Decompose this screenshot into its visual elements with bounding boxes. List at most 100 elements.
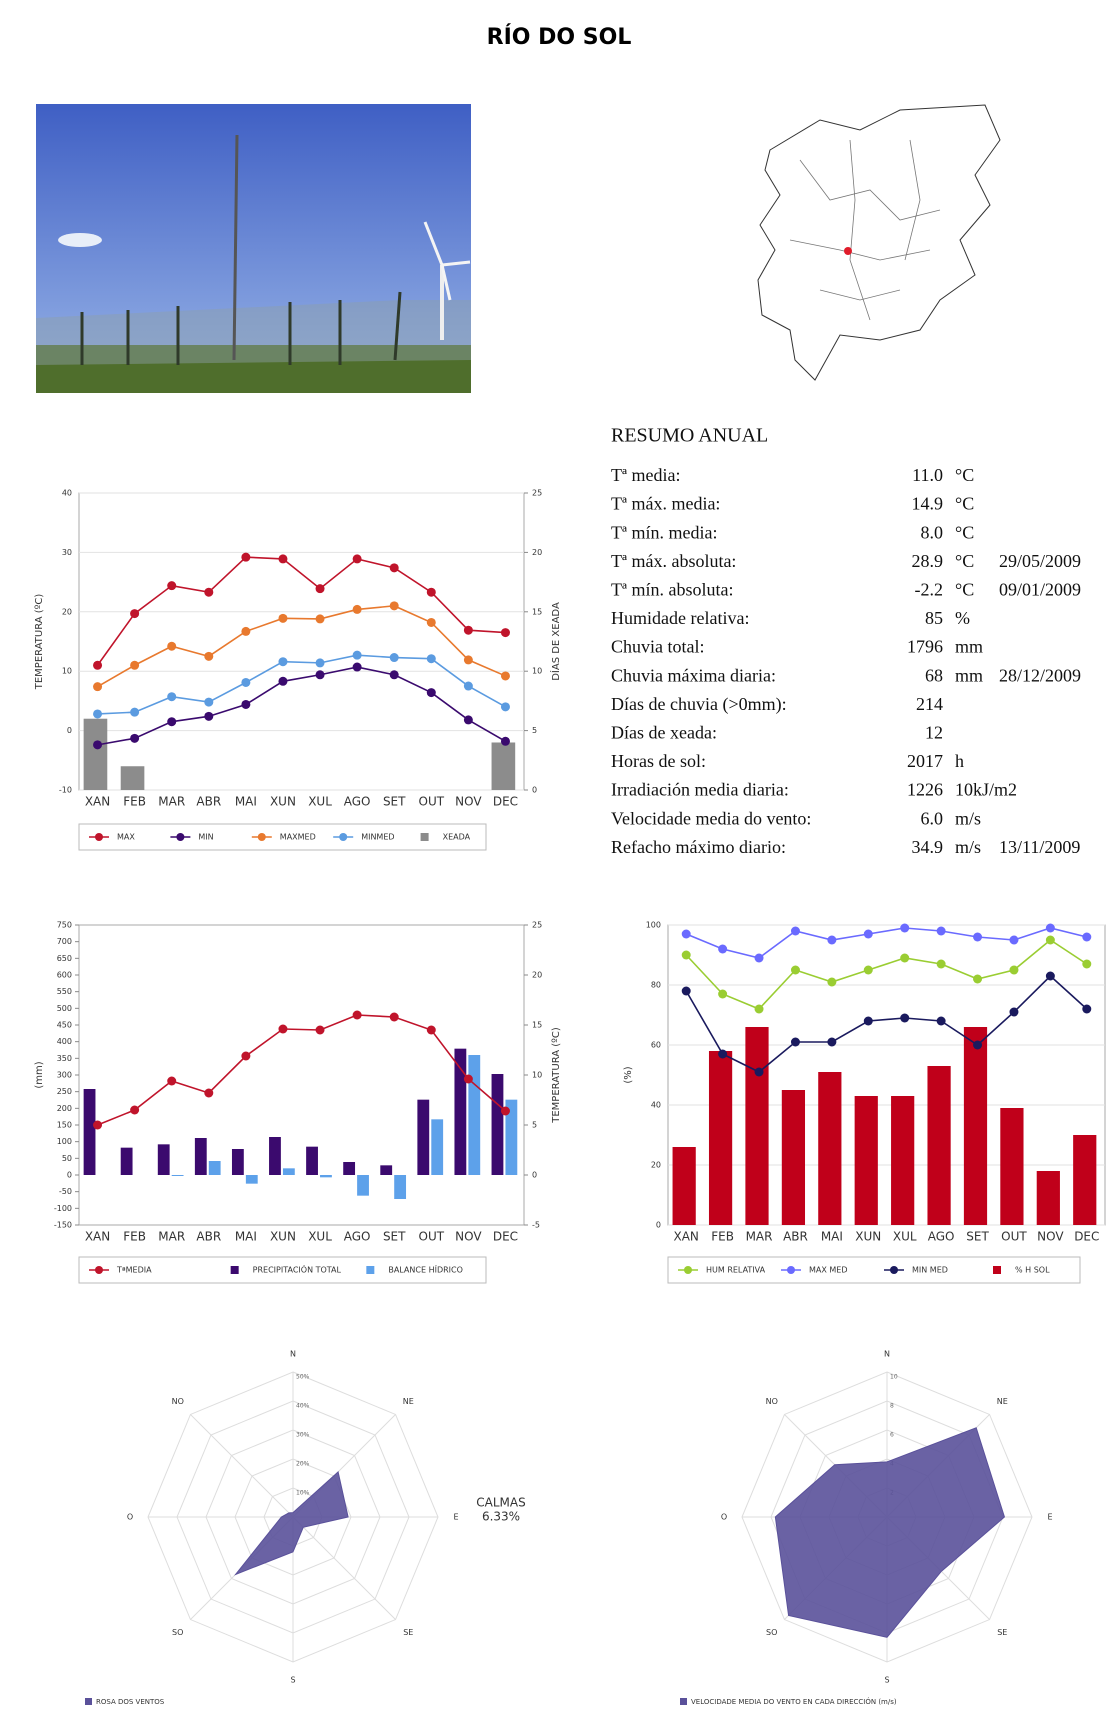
y-tick-label: 750 [57, 921, 72, 930]
point [130, 708, 139, 717]
y-tick-label: 60 [651, 1041, 661, 1050]
radar-area [775, 1428, 1004, 1638]
bar [269, 1137, 281, 1175]
point [827, 978, 836, 987]
point [1046, 936, 1055, 945]
point [1009, 936, 1018, 945]
x-tick-label: SET [383, 795, 406, 809]
annotation: CALMAS [476, 1496, 525, 1510]
direction-label: S [290, 1676, 295, 1685]
point [464, 1075, 473, 1084]
x-tick-label: XAN [85, 1230, 110, 1244]
direction-label: N [290, 1350, 296, 1359]
x-tick-label: MAR [746, 1230, 773, 1244]
x-tick-label: XUL [893, 1230, 917, 1244]
point [167, 1077, 176, 1086]
point [130, 609, 139, 618]
legend-swatch [421, 833, 429, 841]
y-tick-label: 400 [57, 1037, 72, 1046]
summary-title: RESUMO ANUAL [611, 425, 768, 447]
legend-label: ROSA DOS VENTOS [96, 1698, 165, 1706]
summary-label: Chuvia máxima diaria: [611, 665, 776, 685]
x-tick-label: MAR [158, 795, 185, 809]
legend-swatch [680, 1698, 687, 1705]
direction-label: NE [997, 1397, 1008, 1406]
summary-value: 12 [925, 723, 943, 743]
point [682, 930, 691, 939]
summary-value: 2017 [907, 751, 943, 771]
point [316, 658, 325, 667]
point [791, 966, 800, 975]
bar [818, 1072, 841, 1225]
bar [172, 1175, 184, 1176]
y2-tick-label: 25 [532, 921, 542, 930]
point [464, 655, 473, 664]
bar [782, 1090, 805, 1225]
x-tick-label: MAI [235, 795, 257, 809]
legend-label: PRECIPITACIÓN TOTAL [253, 1264, 342, 1275]
y2-tick-label: 15 [532, 1021, 542, 1030]
y-tick-label: 100 [646, 921, 661, 930]
bar [380, 1165, 392, 1175]
point [278, 614, 287, 623]
x-tick-label: SET [383, 1230, 406, 1244]
summary-value: 6.0 [921, 808, 944, 828]
plot-frame [79, 493, 524, 790]
legend-label: HUM RELATIVA [706, 1266, 766, 1275]
legend-swatch [231, 1266, 239, 1274]
summary-value: 34.9 [912, 837, 944, 857]
legend-swatch [176, 833, 184, 841]
point [130, 661, 139, 670]
legend-swatch [95, 833, 103, 841]
y-tick-label: 20 [651, 1161, 661, 1170]
y-tick-label: 40 [62, 489, 72, 498]
point [241, 627, 250, 636]
legend-label: TªMEDIA [116, 1266, 152, 1275]
bar [246, 1175, 258, 1184]
direction-label: O [127, 1513, 133, 1522]
legend-swatch [787, 1266, 795, 1274]
summary-unit: m/s [955, 808, 981, 828]
bar [927, 1066, 950, 1225]
point [682, 987, 691, 996]
x-tick-label: XUN [855, 1230, 881, 1244]
summary-value: 1796 [907, 637, 943, 657]
summary-value: 68 [925, 665, 943, 685]
point [973, 975, 982, 984]
y2-axis-title: DÍAS DE XEADA [549, 602, 562, 681]
point [390, 563, 399, 572]
legend-swatch [85, 1698, 92, 1705]
summary-unit: °C [955, 580, 974, 600]
bar [343, 1162, 355, 1175]
direction-label: N [884, 1350, 890, 1359]
legend-label: BALANCE HÍDRICO [388, 1264, 463, 1275]
y-tick-label: 600 [57, 971, 72, 980]
point [427, 618, 436, 627]
bar [394, 1175, 406, 1199]
page-title: RÍO DO SOL [487, 24, 632, 50]
summary-unit: mm [955, 665, 983, 685]
y-tick-label: 700 [57, 937, 72, 946]
bar [84, 719, 108, 790]
y-tick-label: 80 [651, 981, 661, 990]
x-tick-label: OUT [419, 795, 445, 809]
x-tick-label: NOV [455, 795, 482, 809]
point [167, 717, 176, 726]
point [1082, 933, 1091, 942]
summary-unit: 10kJ/m2 [955, 780, 1017, 800]
summary-value: 85 [925, 608, 943, 628]
summary-value: 11.0 [912, 465, 943, 485]
direction-label: NO [766, 1397, 778, 1406]
summary-date: 28/12/2009 [999, 665, 1081, 685]
direction-label: O [721, 1513, 727, 1522]
summary-label: Días de xeada: [611, 723, 717, 743]
bar [283, 1168, 295, 1175]
x-tick-label: ABR [196, 1230, 221, 1244]
legend-label: MIN [198, 833, 213, 842]
r-tick-label: 50% [296, 1374, 310, 1381]
summary-unit: °C [955, 465, 974, 485]
summary-unit: °C [955, 494, 974, 514]
y2-tick-label: 5 [532, 726, 537, 735]
direction-label: S [884, 1676, 889, 1685]
page: RÍO DO SOL RESUMO ANUALTª media:11.0°CTª… [0, 0, 1118, 1713]
